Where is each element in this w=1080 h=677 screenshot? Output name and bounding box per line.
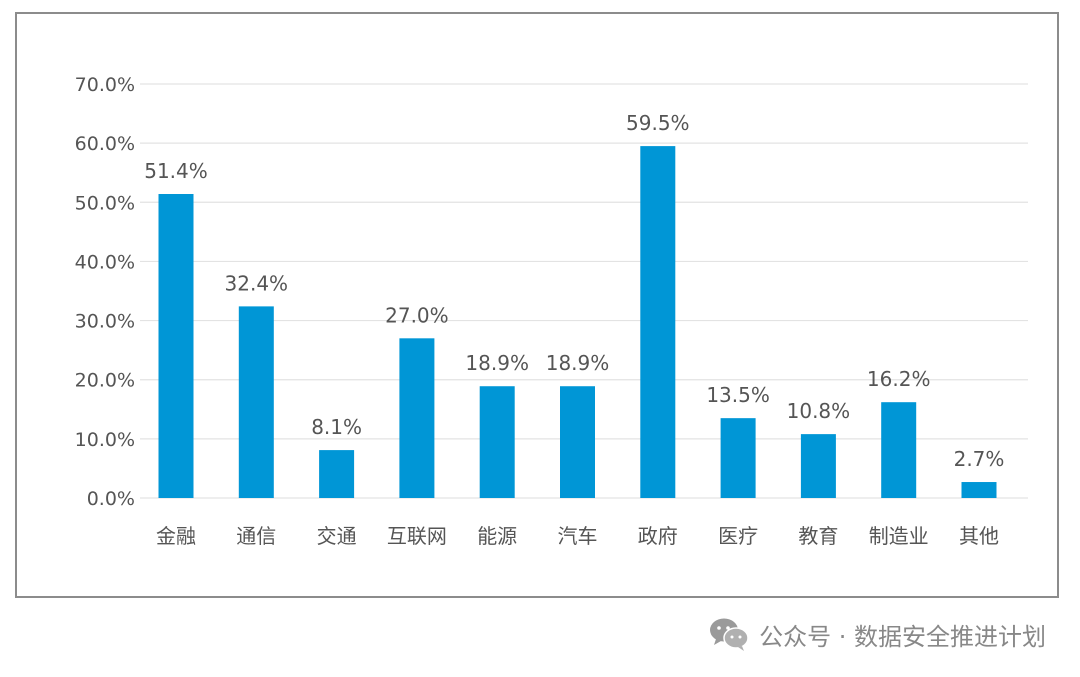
bar [158, 194, 194, 498]
bar [479, 386, 515, 498]
bar [319, 450, 355, 498]
y-tick-label: 60.0% [75, 133, 135, 155]
data-label: 2.7% [954, 447, 1005, 471]
bar [399, 338, 435, 498]
bar [560, 386, 595, 498]
watermark-text: 公众号 · 数据安全推进计划 [759, 622, 1046, 651]
y-tick-label: 0.0% [87, 488, 135, 510]
category-label: 其他 [959, 524, 999, 548]
y-tick-label: 30.0% [75, 311, 135, 333]
wechat-icon [710, 618, 749, 651]
data-label: 51.4% [144, 159, 208, 183]
data-label: 18.9% [465, 351, 529, 375]
data-label: 10.8% [787, 399, 851, 423]
category-label: 交通 [317, 524, 357, 548]
bar [800, 434, 836, 498]
category-label: 汽车 [558, 524, 598, 548]
gridlines [140, 83, 1028, 499]
category-label: 互联网 [387, 524, 447, 548]
category-label: 通信 [236, 524, 276, 548]
y-tick-label: 40.0% [75, 251, 135, 273]
bar [961, 482, 997, 498]
data-label: 13.5% [706, 383, 770, 407]
data-label: 16.2% [867, 367, 931, 391]
y-tick-label: 50.0% [75, 192, 135, 214]
category-label: 制造业 [869, 524, 929, 548]
category-label: 金融 [156, 524, 196, 548]
category-label: 政府 [638, 524, 678, 548]
y-tick-label: 20.0% [75, 370, 135, 392]
watermark: 公众号 · 数据安全推进计划 [709, 614, 1046, 654]
data-label: 27.0% [385, 303, 449, 327]
bar-chart: 0.0%10.0%20.0%30.0%40.0%50.0%60.0%70.0% … [75, 74, 1028, 548]
category-label: 教育 [798, 524, 838, 548]
category-label: 医疗 [718, 524, 758, 548]
data-labels: 51.4% 32.4% 8.1% 27.0% 18.9% 18.9% 59.5% 13.5% 1… [144, 111, 1004, 471]
bar [720, 418, 756, 498]
y-tick-label: 70.0% [75, 74, 135, 96]
data-label: 59.5% [626, 111, 690, 135]
category-label: 能源 [477, 524, 517, 548]
data-label: 8.1% [311, 415, 362, 439]
data-label: 32.4% [225, 271, 289, 295]
y-tick-label: 10.0% [75, 429, 135, 451]
y-axis-ticks: 0.0% 10.0% 20.0% 30.0% 40.0% 50.0% 60.0% 70.0% [75, 74, 135, 510]
bar [640, 146, 676, 498]
bar [881, 402, 917, 498]
data-label: 18.9% [546, 351, 610, 375]
x-axis-categories: 金融 通信 交通 互联网 能源 汽车 政府 医疗 教育 制造业 其他 [156, 524, 999, 548]
bar [238, 306, 274, 498]
bars [158, 146, 997, 498]
